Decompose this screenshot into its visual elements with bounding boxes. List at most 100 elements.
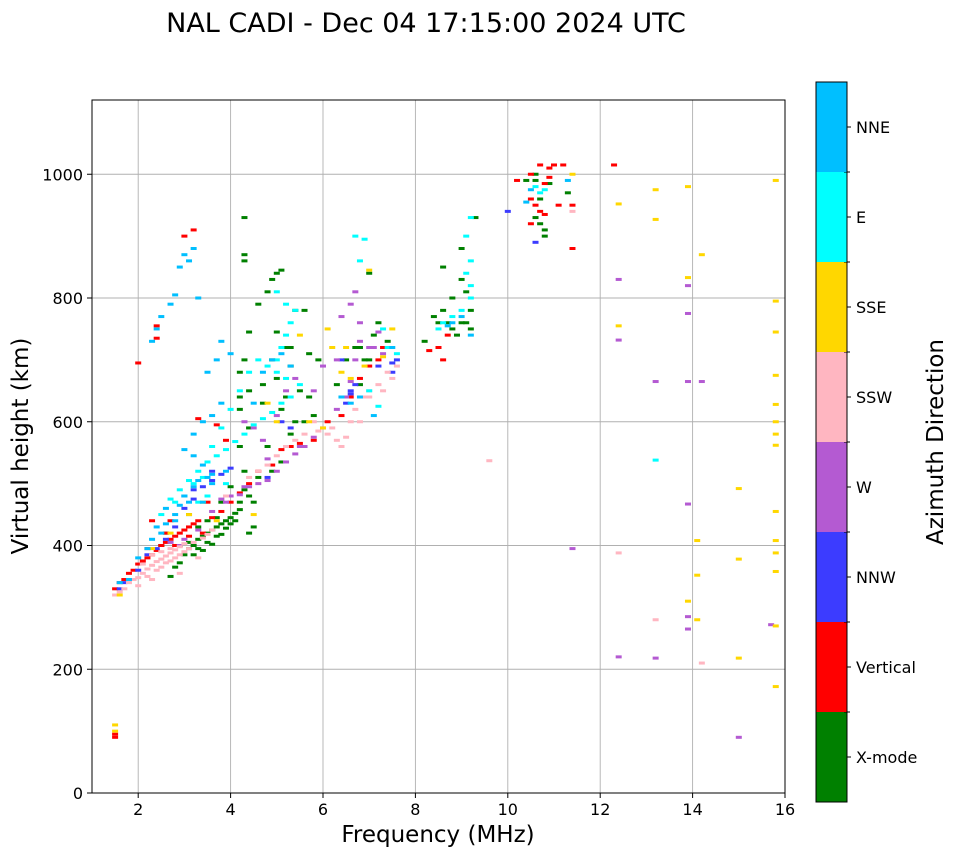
data-point-vertical xyxy=(153,548,160,552)
data-point-ssw xyxy=(698,661,705,665)
data-point-nne xyxy=(181,253,188,257)
data-point-e xyxy=(361,237,368,241)
data-point-nne xyxy=(227,352,234,356)
data-point-w xyxy=(218,497,225,501)
data-point-nne xyxy=(458,315,465,319)
data-point-x-mode xyxy=(333,383,340,387)
data-point-ssw xyxy=(301,432,308,436)
data-point-vertical xyxy=(209,516,216,520)
data-point-x-mode xyxy=(213,534,220,538)
data-point-ssw xyxy=(181,542,188,546)
data-point-e xyxy=(195,469,202,473)
data-point-e xyxy=(393,352,400,356)
data-point-vertical xyxy=(527,197,534,201)
data-point-vertical xyxy=(130,568,137,572)
data-point-w xyxy=(292,376,299,380)
data-point-e xyxy=(435,327,442,331)
data-point-ssw xyxy=(139,562,146,566)
data-point-x-mode xyxy=(264,290,271,294)
data-point-w xyxy=(333,358,340,362)
data-point-nnw xyxy=(389,370,396,374)
data-point-ssw xyxy=(352,407,359,411)
data-point-x-mode xyxy=(264,445,271,448)
colorbar-swatch-ssw xyxy=(816,352,847,442)
data-point-x-mode xyxy=(190,544,197,547)
data-point-vertical xyxy=(167,537,174,541)
data-point-x-mode xyxy=(541,228,548,232)
data-point-nne xyxy=(444,324,451,328)
data-point-w xyxy=(652,380,659,384)
data-point-sse xyxy=(329,346,336,349)
data-point-x-mode xyxy=(222,519,229,523)
grid-layer xyxy=(92,100,786,794)
data-point-w xyxy=(352,290,359,294)
data-point-w xyxy=(255,482,262,486)
data-point-e xyxy=(532,185,539,189)
data-point-e xyxy=(250,423,257,427)
data-point-e xyxy=(218,426,225,430)
data-point-sse xyxy=(684,599,691,603)
data-point-ssw xyxy=(361,395,368,399)
data-point-x-mode xyxy=(541,234,548,238)
data-point-w xyxy=(296,445,303,448)
data-point-vertical xyxy=(611,163,618,167)
data-point-sse xyxy=(772,432,779,436)
data-point-e xyxy=(232,440,239,444)
data-point-nnw xyxy=(190,497,197,501)
data-point-x-mode xyxy=(250,525,257,529)
data-point-x-mode xyxy=(241,358,248,362)
data-point-nne xyxy=(218,339,225,343)
data-point-vertical xyxy=(218,509,225,513)
data-point-ssw xyxy=(186,547,193,551)
colorbar-swatch-sse xyxy=(816,262,847,352)
colorbar-swatch-nne xyxy=(816,82,847,172)
data-point-x-mode xyxy=(259,401,266,405)
data-point-nne xyxy=(204,475,211,479)
y-tick-label: 1000 xyxy=(42,165,83,184)
data-point-nnw xyxy=(209,479,216,483)
colorbar-label: E xyxy=(856,208,866,227)
data-point-ssw xyxy=(199,536,206,540)
data-point-w xyxy=(227,494,234,498)
x-tick-label: 10 xyxy=(498,800,518,819)
colorbar-label: W xyxy=(856,478,872,497)
x-tick-label: 12 xyxy=(590,800,610,819)
data-point-sse xyxy=(380,355,387,359)
data-point-x-mode xyxy=(241,259,248,263)
data-point-sse xyxy=(112,723,119,727)
data-point-x-mode xyxy=(458,247,465,250)
data-point-nne xyxy=(153,327,160,331)
data-point-ssw xyxy=(255,469,262,473)
data-point-e xyxy=(241,432,248,436)
data-point-e xyxy=(209,445,216,448)
y-tick-label: 200 xyxy=(52,660,83,679)
data-point-x-mode xyxy=(227,485,234,489)
data-point-x-mode xyxy=(449,327,456,331)
data-point-nnw xyxy=(347,389,354,393)
data-point-nne xyxy=(158,531,165,535)
data-point-vertical xyxy=(246,482,253,486)
data-point-x-mode xyxy=(222,526,229,530)
data-point-nnw xyxy=(287,426,294,430)
data-point-x-mode xyxy=(537,222,544,226)
data-point-sse xyxy=(213,519,220,523)
data-point-x-mode xyxy=(523,178,530,182)
data-point-vertical xyxy=(426,349,433,353)
data-point-ssw xyxy=(347,420,354,424)
data-point-sse xyxy=(306,420,313,424)
data-point-sse xyxy=(320,426,326,430)
data-point-ssw xyxy=(292,438,299,442)
data-point-vertical xyxy=(112,735,119,739)
x-axis-label: Frequency (MHz) xyxy=(341,822,534,848)
data-point-nne xyxy=(218,401,225,405)
data-point-ssw xyxy=(130,578,137,582)
data-point-x-mode xyxy=(301,308,308,312)
data-point-nne xyxy=(213,358,220,362)
data-point-ssw xyxy=(333,438,340,442)
data-point-sse xyxy=(772,299,779,303)
data-point-x-mode xyxy=(315,358,322,362)
y-tick-label: 600 xyxy=(52,413,83,432)
data-point-x-mode xyxy=(218,500,225,504)
data-point-vertical xyxy=(278,448,285,452)
